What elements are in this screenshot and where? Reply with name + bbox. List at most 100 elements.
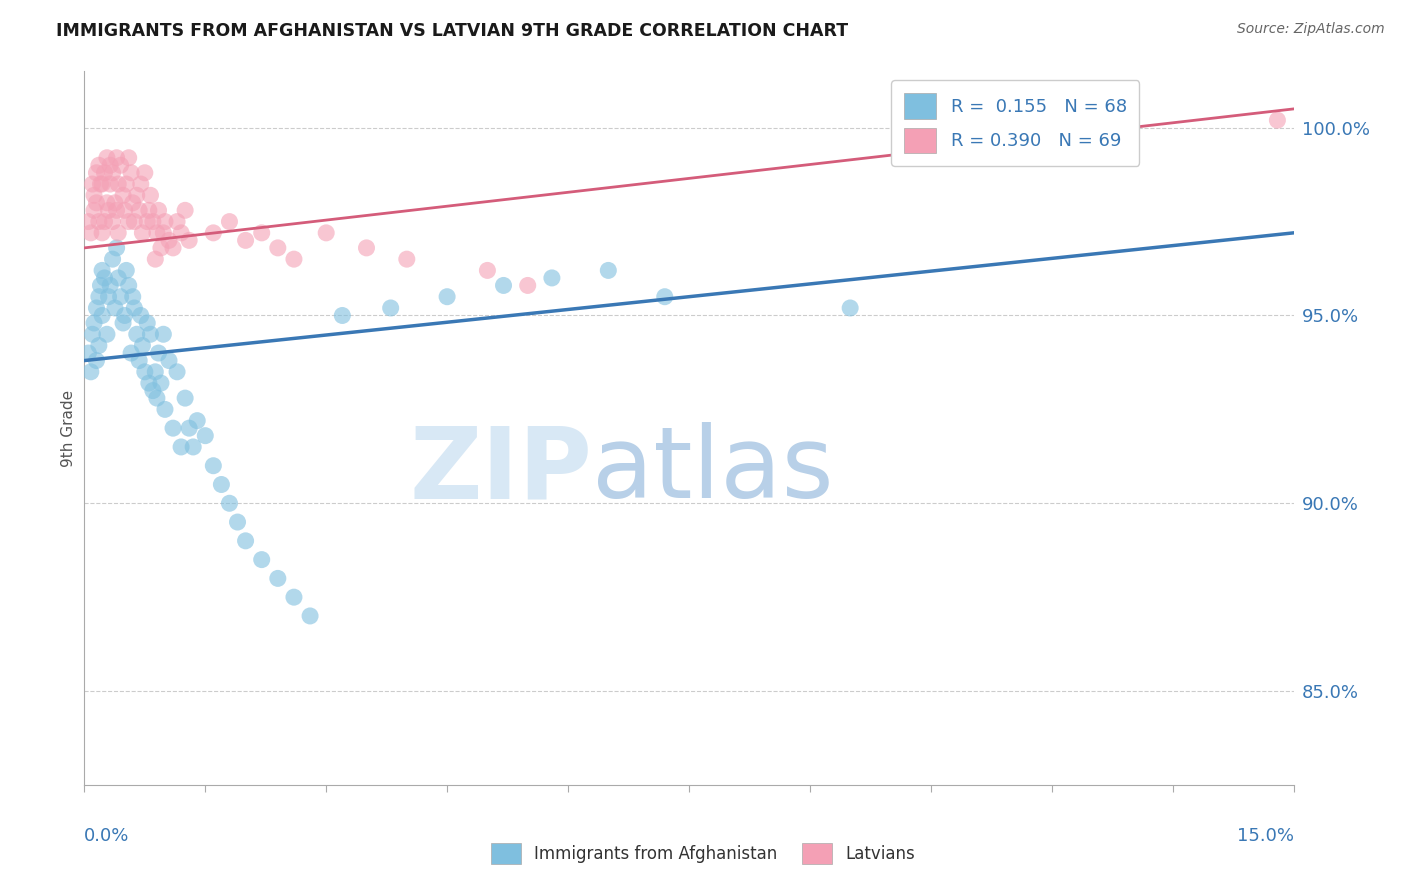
Text: 0.0%: 0.0% [84, 827, 129, 845]
Point [121, 290, 143, 304]
Point [105, 241, 128, 255]
Point [152, 226, 174, 240]
Point [107, 271, 129, 285]
Point [89, 278, 111, 293]
Point [492, 278, 515, 293]
Point [138, 203, 160, 218]
Point [839, 301, 862, 315]
Text: 15.0%: 15.0% [1236, 827, 1294, 845]
Point [83, 188, 105, 202]
Point [138, 376, 160, 390]
Point [1267, 113, 1289, 128]
Point [86, 195, 108, 210]
Point [114, 203, 136, 218]
Point [202, 458, 225, 473]
Point [134, 365, 156, 379]
Point [136, 316, 159, 330]
Point [194, 428, 217, 442]
Point [330, 309, 353, 323]
Point [96, 195, 118, 210]
Point [98, 177, 121, 191]
Point [91, 226, 114, 240]
Point [101, 252, 124, 267]
Point [77, 214, 100, 228]
Point [157, 233, 180, 247]
Point [118, 151, 141, 165]
Point [87, 338, 110, 352]
Point [105, 203, 128, 218]
Point [250, 552, 273, 566]
Point [86, 353, 108, 368]
Text: ZIP: ZIP [409, 423, 592, 519]
Point [186, 414, 208, 428]
Point [202, 226, 225, 240]
Point [235, 533, 257, 548]
Point [146, 226, 169, 240]
Point [115, 263, 138, 277]
Point [139, 327, 162, 342]
Point [1000, 102, 1022, 116]
Point [226, 515, 249, 529]
Point [148, 346, 170, 360]
Legend: R =  0.155   N = 68, R = 0.390   N = 69: R = 0.155 N = 68, R = 0.390 N = 69 [891, 80, 1139, 166]
Point [124, 301, 146, 315]
Point [128, 203, 150, 218]
Point [131, 226, 153, 240]
Point [149, 376, 172, 390]
Point [179, 233, 201, 247]
Point [142, 214, 165, 228]
Point [166, 214, 188, 228]
Point [267, 241, 290, 255]
Point [299, 609, 322, 624]
Point [112, 188, 135, 202]
Point [93, 166, 115, 180]
Point [82, 177, 104, 191]
Point [101, 166, 124, 180]
Point [541, 271, 564, 285]
Point [87, 214, 110, 228]
Point [114, 309, 136, 323]
Point [87, 158, 110, 172]
Point [157, 353, 180, 368]
Point [98, 158, 121, 172]
Point [129, 177, 152, 191]
Point [315, 226, 337, 240]
Point [598, 263, 620, 277]
Point [97, 290, 120, 304]
Point [80, 226, 103, 240]
Point [104, 195, 127, 210]
Point [153, 214, 176, 228]
Point [82, 327, 104, 342]
Point [105, 151, 128, 165]
Point [83, 316, 105, 330]
Point [174, 391, 197, 405]
Point [356, 241, 378, 255]
Point [136, 214, 159, 228]
Point [162, 421, 184, 435]
Point [395, 252, 418, 267]
Point [654, 290, 676, 304]
Point [436, 290, 458, 304]
Point [120, 346, 142, 360]
Point [166, 365, 188, 379]
Legend: Immigrants from Afghanistan, Latvians: Immigrants from Afghanistan, Latvians [484, 837, 922, 871]
Point [153, 402, 176, 417]
Point [121, 195, 143, 210]
Point [477, 263, 499, 277]
Point [162, 241, 184, 255]
Point [143, 365, 166, 379]
Point [93, 214, 115, 228]
Text: Source: ZipAtlas.com: Source: ZipAtlas.com [1237, 22, 1385, 37]
Point [181, 440, 204, 454]
Point [107, 226, 129, 240]
Point [110, 290, 132, 304]
Point [139, 188, 162, 202]
Point [218, 496, 240, 510]
Point [101, 214, 124, 228]
Point [89, 177, 111, 191]
Point [80, 365, 103, 379]
Point [83, 203, 105, 218]
Point [107, 177, 129, 191]
Point [148, 203, 170, 218]
Point [146, 391, 169, 405]
